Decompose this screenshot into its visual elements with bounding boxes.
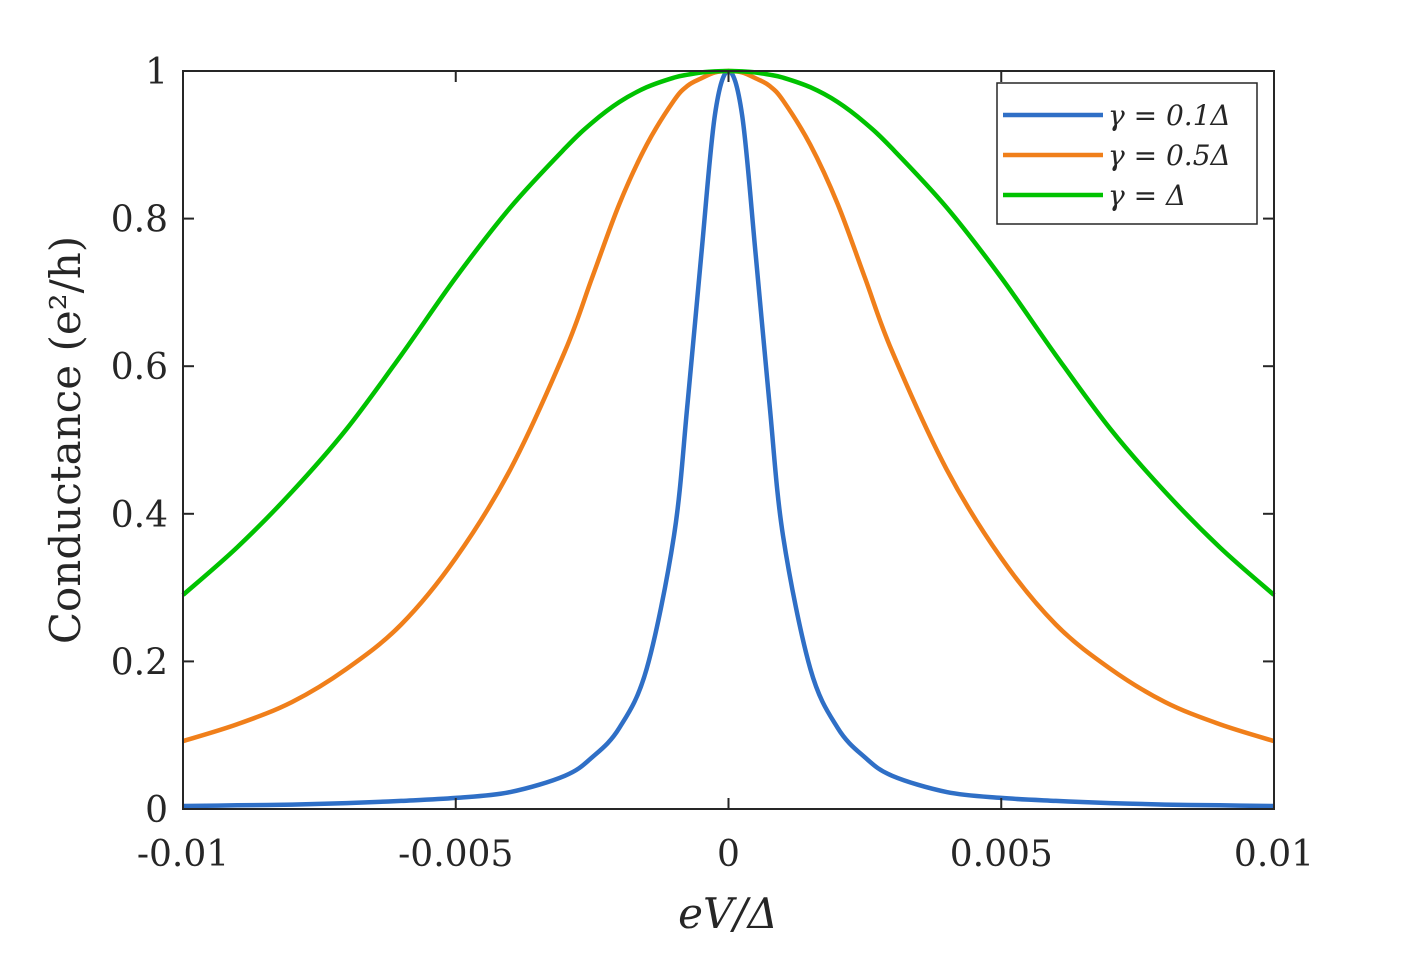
legend-label-2: γ = Δ	[1108, 179, 1186, 212]
legend-items: γ = 0.1Δ γ = 0.5Δ γ = Δ	[1003, 99, 1231, 212]
y-tick-label: 0.2	[111, 642, 168, 683]
legend-label-1: γ = 0.5Δ	[1108, 139, 1231, 172]
tick-label-layer: -0.01 -0.005 0 0.005 0.01 0 0.2 0.4 0.6 0.8 1	[111, 52, 1314, 875]
y-tick-label: 0.6	[111, 347, 168, 388]
y-tick-label: 0	[145, 790, 168, 831]
x-tick-label: -0.005	[398, 834, 513, 875]
y-tick-label: 1	[145, 52, 168, 93]
y-tick-label: 0.8	[111, 200, 168, 241]
x-tick-label: 0	[717, 834, 740, 875]
x-tick-label: 0.005	[950, 834, 1053, 875]
legend-label-0: γ = 0.1Δ	[1108, 99, 1231, 132]
y-tick-label: 0.4	[111, 495, 168, 536]
y-axis-title: Conductance (e²/h)	[41, 236, 90, 644]
tick-layer	[182, 70, 1275, 810]
legend: γ = 0.1Δ γ = 0.5Δ γ = Δ	[996, 82, 1258, 225]
x-tick-label: -0.01	[137, 834, 229, 875]
x-tick-label: 0.01	[1234, 834, 1314, 875]
x-axis-title: eV/Δ	[678, 889, 778, 938]
